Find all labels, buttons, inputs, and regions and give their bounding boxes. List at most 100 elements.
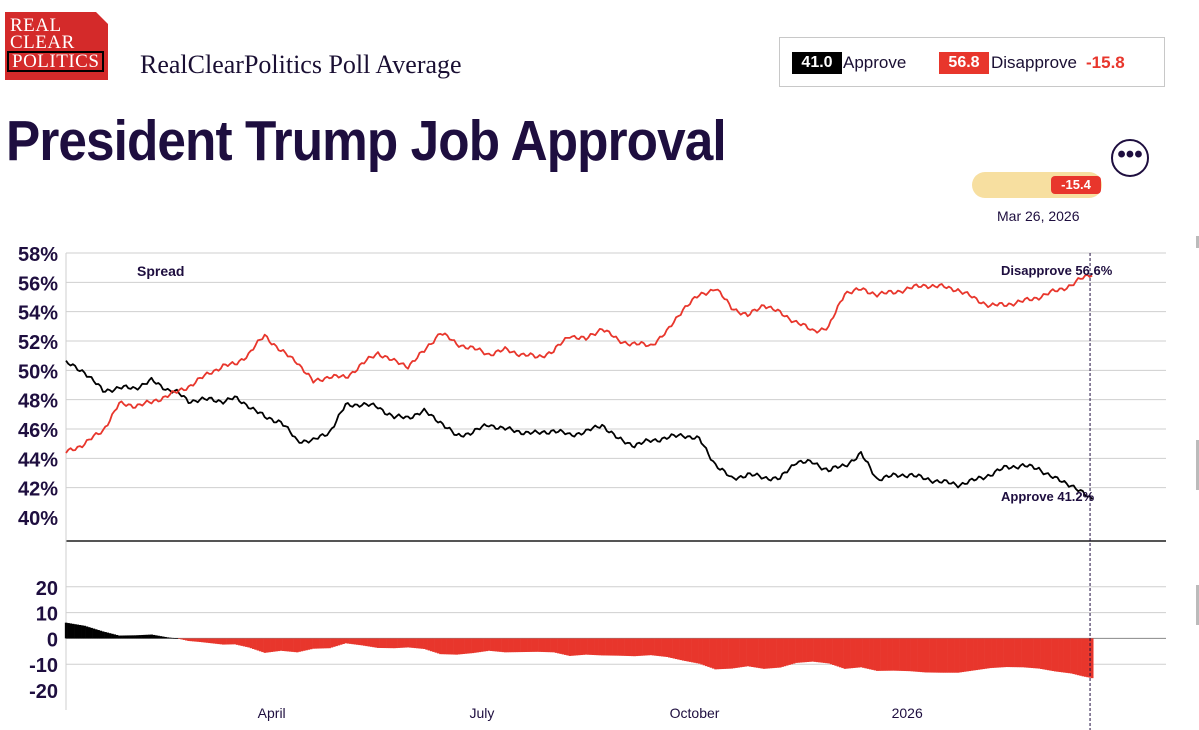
- more-options-button[interactable]: •••: [1111, 139, 1149, 177]
- spread-bar: [247, 638, 251, 648]
- spread-bar: [545, 638, 549, 653]
- spread-bar: [751, 638, 754, 668]
- spread-bar: [298, 638, 301, 652]
- y-tick-label: 0: [47, 629, 58, 651]
- spread-bar: [466, 638, 470, 654]
- spread-bar: [480, 638, 484, 652]
- spread-bar: [527, 638, 530, 652]
- disapprove-end-label: Disapprove 56.6%: [1001, 263, 1113, 278]
- spread-bar: [536, 638, 539, 652]
- spread-bar: [589, 638, 593, 655]
- spread-bar: [1067, 638, 1071, 674]
- spread-bar: [494, 638, 498, 652]
- logo-fold: [96, 12, 108, 24]
- spread-bar: [469, 638, 472, 654]
- spread-bar: [612, 638, 616, 656]
- spread-bar: [617, 638, 620, 656]
- spread-bar: [769, 638, 773, 669]
- spread-bar: [1023, 638, 1027, 668]
- spread-bar: [314, 638, 318, 649]
- spread-bar: [356, 638, 359, 645]
- spread-bar: [1070, 638, 1073, 674]
- spread-bar: [122, 635, 126, 639]
- spread-bar: [145, 634, 149, 639]
- spread-bar: [781, 638, 784, 667]
- spread-bar: [1000, 638, 1004, 668]
- spread-bar: [774, 638, 777, 668]
- spread-bar: [644, 638, 648, 656]
- spread-bar: [557, 638, 560, 654]
- spread-bar: [998, 638, 1002, 668]
- summary-box: 41.0 Approve 56.8 Disapprove -15.8: [779, 37, 1165, 87]
- spread-bar: [1063, 638, 1066, 673]
- spread-bar: [312, 638, 315, 649]
- rcp-logo[interactable]: REAL CLEAR POLITICS: [5, 12, 108, 80]
- y-tick-label: 10: [36, 604, 58, 626]
- spread-bar: [834, 638, 837, 666]
- spread-bar: [970, 638, 974, 671]
- spread-bar: [600, 638, 604, 656]
- spread-bar: [1007, 638, 1011, 668]
- spread-bar: [818, 638, 821, 663]
- spread-bar: [776, 638, 780, 668]
- spread-bar: [284, 638, 287, 652]
- spread-bar: [730, 638, 734, 669]
- spread-bar: [691, 638, 694, 663]
- scroll-edge-mark: [1196, 440, 1199, 490]
- spread-bar: [92, 628, 96, 639]
- spread-bar: [171, 637, 174, 639]
- spread-bar: [346, 638, 350, 644]
- slider-spread-badge[interactable]: -15.4: [1051, 176, 1101, 194]
- spread-bar: [302, 638, 306, 651]
- spread-bar: [855, 638, 858, 668]
- spread-bar: [540, 638, 544, 652]
- spread-bar: [799, 638, 803, 663]
- spread-bar: [912, 638, 916, 672]
- spread-bar: [577, 638, 581, 656]
- spread-bar: [922, 638, 925, 673]
- spread-bar: [989, 638, 992, 669]
- spread-bar: [728, 638, 731, 669]
- spread-bar: [677, 638, 680, 660]
- spread-bar: [647, 638, 650, 656]
- spread-bar: [674, 638, 678, 660]
- spread-bar: [732, 638, 736, 669]
- spread-bar: [178, 638, 181, 639]
- spread-bar: [1090, 638, 1094, 679]
- spread-bar: [106, 632, 110, 639]
- spread-bar: [235, 638, 239, 645]
- spread-bar: [115, 634, 119, 639]
- spread-bar: [1046, 638, 1050, 671]
- spread-bar: [709, 638, 713, 668]
- spread-bar: [328, 638, 331, 649]
- spread-bar: [982, 638, 985, 670]
- spread-bar: [316, 638, 320, 649]
- spread-bar: [968, 638, 972, 672]
- spread-bar: [337, 638, 341, 646]
- spread-bar: [564, 638, 567, 655]
- spread-bar: [238, 638, 241, 646]
- logo-line-1: REAL: [10, 15, 62, 36]
- spread-bar: [857, 638, 861, 668]
- spread-bar: [483, 638, 486, 652]
- spread-bar: [721, 638, 724, 670]
- spread-bar: [515, 638, 519, 653]
- spread-bar: [226, 638, 230, 645]
- spread-bar: [1044, 638, 1048, 670]
- spread-bar: [753, 638, 757, 668]
- y-tick-label: 58%: [18, 244, 58, 266]
- spread-bar: [596, 638, 599, 656]
- spread-bar: [349, 638, 352, 644]
- spread-bar: [499, 638, 502, 652]
- spread-bar: [330, 638, 334, 648]
- spread-bar: [97, 630, 100, 639]
- spread-bar: [256, 638, 260, 651]
- y-tick-label: 20: [36, 578, 58, 600]
- spread-bar: [187, 638, 190, 641]
- spread-bar: [661, 638, 664, 657]
- approval-lines: [65, 273, 1093, 500]
- spread-bar: [510, 638, 514, 653]
- spread-bar: [820, 638, 824, 663]
- spread-bar: [707, 638, 710, 667]
